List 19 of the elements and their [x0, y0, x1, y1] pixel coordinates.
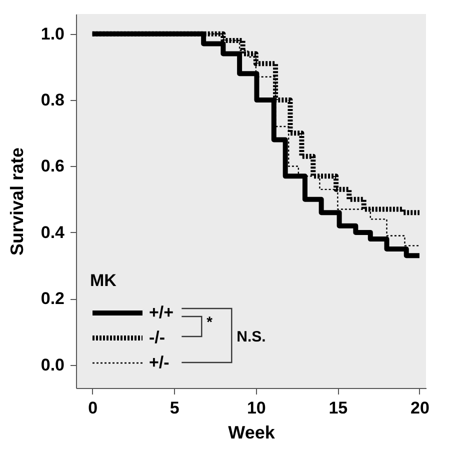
legend-label: +/+ [149, 303, 174, 322]
annotation: * [206, 314, 213, 331]
legend-label: -/- [149, 328, 166, 347]
y-axis-title: Survival rate [6, 147, 27, 256]
x-tick-label: 0 [88, 398, 98, 418]
x-tick-label: 10 [246, 398, 266, 418]
y-tick-label: 0.4 [40, 222, 66, 242]
x-tick-label: 5 [170, 398, 180, 418]
annotation: N.S. [236, 328, 266, 346]
y-tick-label: 0.0 [40, 355, 64, 374]
legend-label: +/- [149, 353, 170, 372]
y-tick-label: 0.6 [40, 156, 64, 176]
x-axis-title: Week [228, 422, 276, 442]
x-tick-label: 20 [410, 398, 430, 418]
y-tick-label: 1.0 [40, 24, 64, 44]
y-tick-label: 0.2 [40, 289, 64, 308]
y-tick-label: 0.8 [40, 90, 64, 110]
legend-title: MK [90, 271, 118, 290]
x-tick-label: 15 [328, 398, 348, 418]
